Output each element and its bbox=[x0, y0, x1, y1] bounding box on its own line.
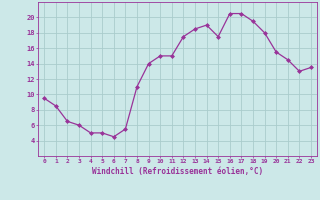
X-axis label: Windchill (Refroidissement éolien,°C): Windchill (Refroidissement éolien,°C) bbox=[92, 167, 263, 176]
